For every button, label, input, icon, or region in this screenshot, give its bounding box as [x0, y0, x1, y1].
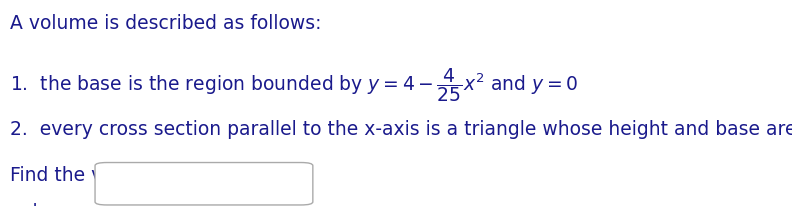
- Text: 2.  every cross section parallel to the x-axis is a triangle whose height and ba: 2. every cross section parallel to the x…: [10, 119, 792, 138]
- Text: 1.  the base is the region bounded by $y = 4 - \dfrac{4}{25}x^2$ and $y = 0$: 1. the base is the region bounded by $y …: [10, 66, 577, 104]
- Text: Find the volume of this object.: Find the volume of this object.: [10, 165, 294, 184]
- Text: A volume is described as follows:: A volume is described as follows:: [10, 14, 321, 33]
- Text: volume =: volume =: [10, 202, 101, 206]
- FancyBboxPatch shape: [95, 163, 313, 205]
